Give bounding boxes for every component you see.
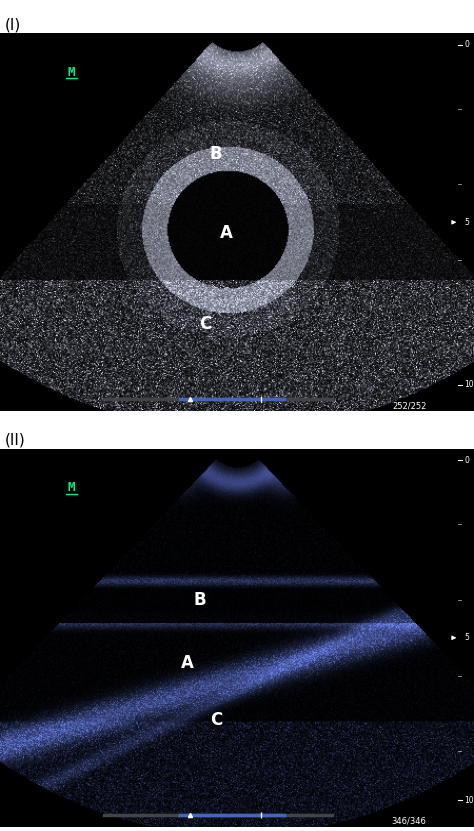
Text: M: M — [68, 66, 75, 79]
Text: (I): (I) — [5, 17, 21, 32]
Text: M: M — [68, 481, 75, 494]
Text: 0: 0 — [465, 455, 469, 465]
Text: B: B — [194, 591, 207, 609]
Text: C: C — [199, 316, 211, 333]
Text: 5: 5 — [465, 218, 469, 227]
Text: 10: 10 — [465, 381, 474, 390]
Text: 252/252: 252/252 — [392, 401, 427, 411]
Text: 5: 5 — [465, 633, 469, 642]
Text: A: A — [181, 654, 194, 672]
Text: 0: 0 — [465, 40, 469, 49]
Text: 10: 10 — [465, 796, 474, 805]
Text: B: B — [210, 145, 222, 163]
Text: 346/346: 346/346 — [392, 817, 427, 826]
Text: (II): (II) — [5, 432, 26, 448]
Text: C: C — [210, 711, 222, 729]
Text: A: A — [220, 224, 233, 242]
